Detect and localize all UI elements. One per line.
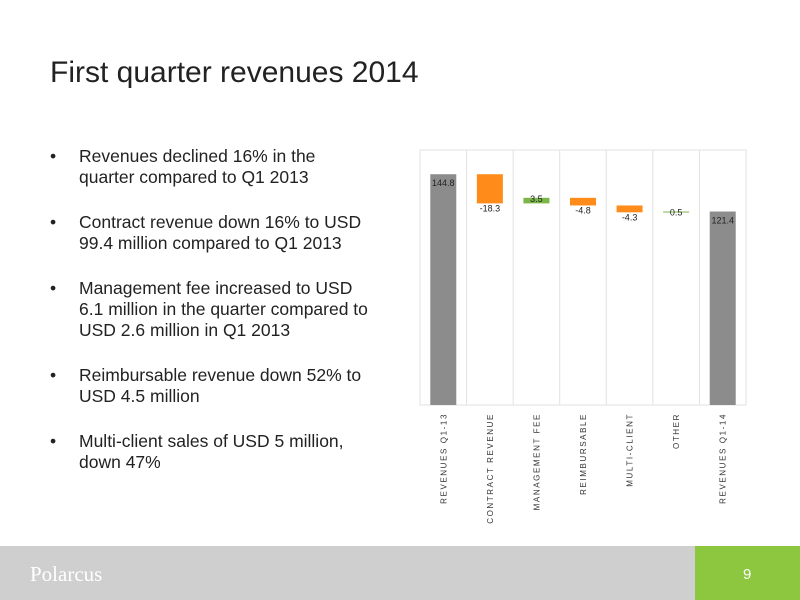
value-label: 0.5 xyxy=(670,208,683,218)
footer: Polarcus 9 xyxy=(0,546,800,600)
x-tick-label: OTHER xyxy=(672,413,681,449)
value-label: 121.4 xyxy=(711,216,734,226)
bullet: Management fee increased to USD 6.1 mill… xyxy=(50,278,370,341)
value-label: -4.8 xyxy=(575,205,591,215)
bar xyxy=(616,205,643,213)
bullet: Contract revenue down 16% to USD 99.4 mi… xyxy=(50,212,370,254)
bar xyxy=(476,174,503,204)
bar xyxy=(523,197,550,204)
x-tick-label: MULTI-CLIENT xyxy=(626,413,635,487)
bar xyxy=(430,174,457,405)
value-label: -18.3 xyxy=(480,203,501,213)
x-tick-label: MANAGEMENT FEE xyxy=(532,413,541,510)
page-number: 9 xyxy=(743,566,752,583)
slide-title: First quarter revenues 2014 xyxy=(50,56,419,89)
x-tick-label: REVENUES Q1-14 xyxy=(719,413,728,504)
bar xyxy=(570,197,596,206)
bullet: Revenues declined 16% in the quarter com… xyxy=(50,146,370,188)
value-label: 144.8 xyxy=(432,178,455,188)
bullet: Reimbursable revenue down 52% to USD 4.5… xyxy=(50,365,370,407)
logo: Polarcus xyxy=(30,562,103,586)
x-tick-label: REVENUES Q1-13 xyxy=(439,413,448,504)
x-tick-label: REIMBURSABLE xyxy=(579,413,588,495)
value-label: -4.3 xyxy=(622,212,638,222)
bullet: Multi-client sales of USD 5 million, dow… xyxy=(50,431,370,473)
page-box: 9 xyxy=(695,546,800,600)
x-tick-label: CONTRACT REVENUE xyxy=(486,413,495,524)
value-label: 3.5 xyxy=(530,194,543,204)
bullet-list: Revenues declined 16% in the quarter com… xyxy=(50,146,370,497)
bar xyxy=(709,211,736,405)
plot-frame xyxy=(419,149,747,406)
bar xyxy=(663,211,690,213)
chart: 144.8 REVENUES Q1-13 -18.3 CONTRACT REVENUE… xyxy=(419,149,747,524)
